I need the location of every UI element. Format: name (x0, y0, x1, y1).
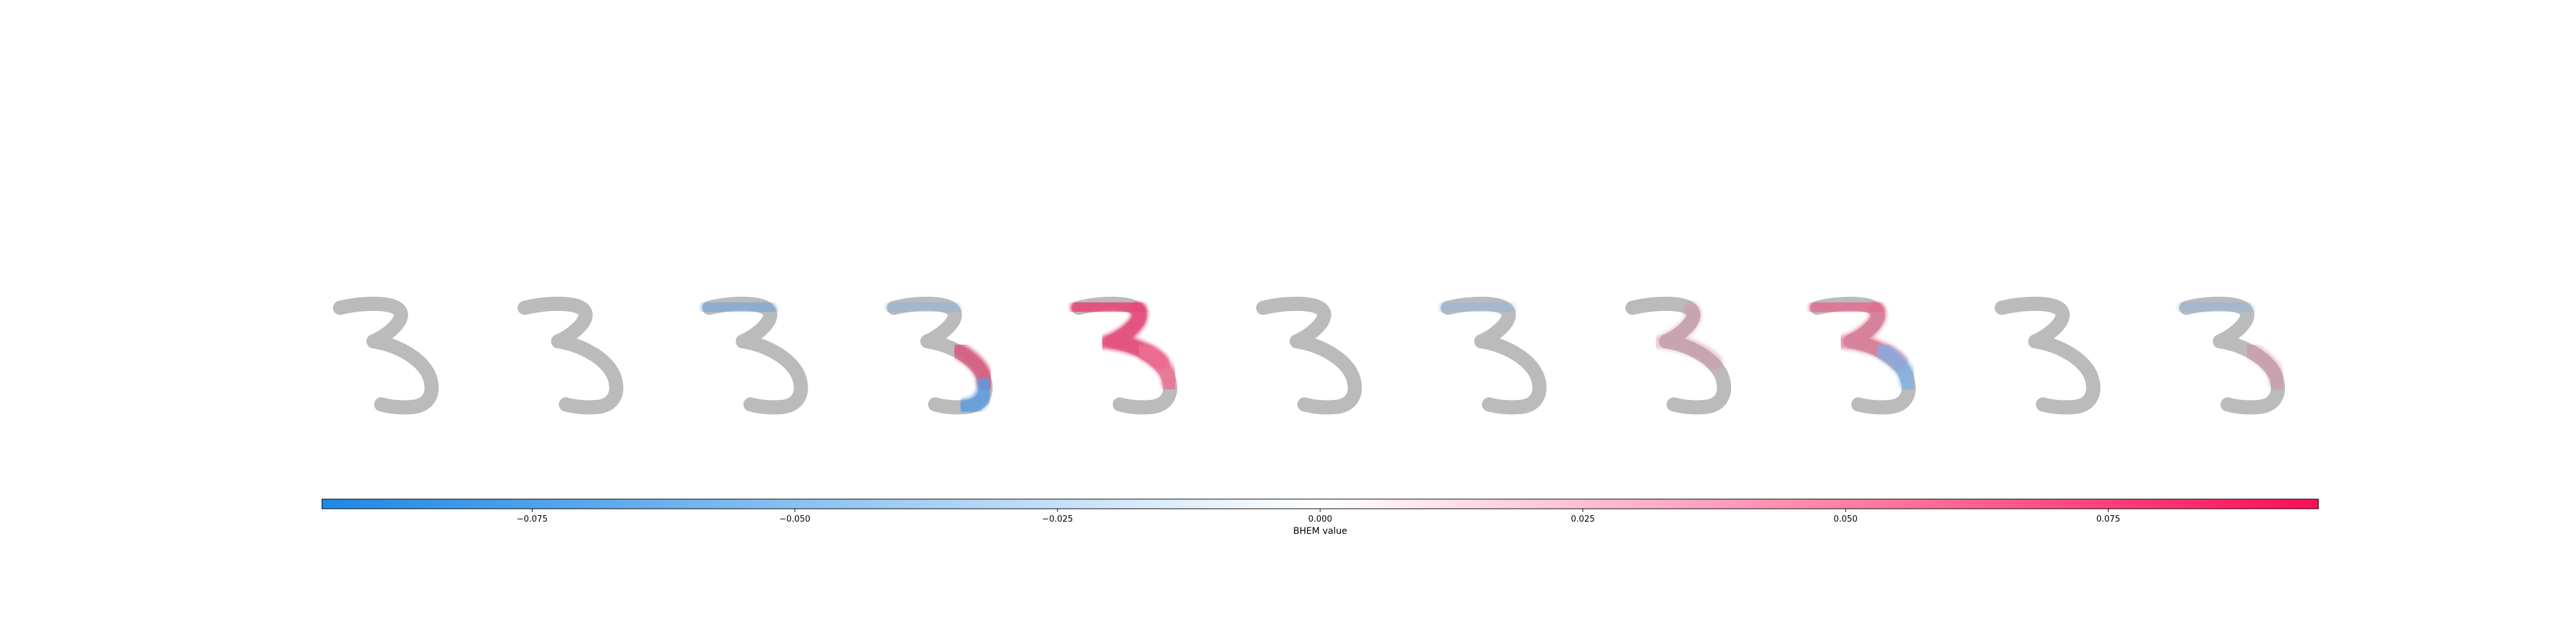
attribution-overlay (956, 375, 994, 415)
digit-three-image (1441, 296, 1547, 415)
attribution-overlay (2244, 343, 2286, 392)
attribution-overlay (2178, 295, 2254, 319)
colorbar-ticks: −0.075 −0.050 −0.025 0.000 0.025 0.050 0.075 (516, 509, 2120, 524)
digit-panel (1808, 295, 1917, 415)
digit-three-image (1994, 296, 2101, 415)
colorbar-tick-label: −0.050 (779, 515, 810, 524)
digit-panels (333, 295, 2286, 415)
digit-three-image (702, 296, 808, 415)
attribution-overlay (1633, 302, 1723, 370)
colorbar-bar (321, 498, 2319, 509)
attribution-overlay (1808, 295, 1885, 319)
digit-panel (333, 296, 439, 415)
digit-panel (1256, 296, 1362, 415)
digit-three-image (1256, 296, 1362, 415)
colorbar-tick-label: 0.025 (1571, 515, 1595, 524)
digit-three-image (333, 296, 439, 415)
attribution-overlay (1070, 295, 1146, 319)
digit-panel (1625, 296, 1732, 415)
attribution-overlay (1439, 295, 1516, 319)
colorbar-tick-label: −0.075 (516, 515, 547, 524)
digit-panel (701, 295, 808, 415)
digit-panel (1439, 295, 1547, 415)
attribution-overlay (1135, 343, 1179, 392)
digit-panel (886, 295, 994, 415)
digit-panel (517, 296, 623, 415)
colorbar-tick-label: 0.050 (1833, 515, 1857, 524)
digit-panel (1994, 296, 2101, 415)
attribution-overlay (886, 295, 962, 319)
colorbar-tick-label: 0.000 (1308, 515, 1332, 524)
colorbar: −0.075 −0.050 −0.025 0.000 0.025 0.050 0.075 B… (321, 498, 2319, 536)
digit-panel (2178, 295, 2286, 415)
attribution-overlay (1874, 343, 1917, 392)
colorbar-tick-label: −0.025 (1042, 515, 1073, 524)
digit-panel (1070, 295, 1179, 415)
colorbar-tick-label: 0.075 (2096, 515, 2120, 524)
digit-three-image (517, 296, 623, 415)
colorbar-label: BHEM value (1293, 526, 1347, 536)
attribution-overlay (701, 295, 777, 319)
